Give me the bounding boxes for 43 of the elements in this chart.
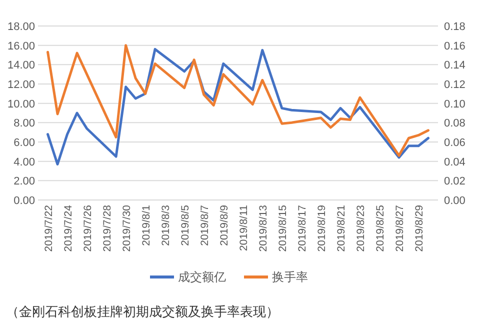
- x-tick-label: 2019/8/19: [316, 204, 328, 252]
- x-tick-label: 2019/7/28: [101, 204, 114, 252]
- y-tick-label: 10.00: [7, 98, 35, 110]
- x-tick-label: 2019/8/25: [374, 204, 386, 252]
- y-tick-label: 16.00: [7, 40, 35, 52]
- y2-tick-label: 0.14: [444, 60, 466, 72]
- x-tick-label: 2019/8/23: [354, 204, 367, 252]
- legend-label: 换手率: [272, 270, 308, 284]
- x-tick-label: 2019/8/11: [238, 204, 250, 251]
- y2-tick-label: 0.06: [444, 137, 466, 149]
- x-tick-label: 2019/8/29: [413, 204, 426, 252]
- x-tick-label: 2019/8/15: [276, 204, 289, 252]
- y2-tick-label: 0.10: [444, 98, 466, 110]
- x-tick-label: 2019/7/26: [82, 204, 94, 252]
- y-tick-label: 14.00: [7, 60, 35, 72]
- y2-tick-label: 0.04: [444, 156, 466, 168]
- x-tick-label: 2019/8/7: [198, 204, 211, 246]
- y-tick-label: 18.00: [7, 21, 35, 33]
- x-tick-label: 2019/8/13: [257, 204, 270, 252]
- x-tick-label: 2019/7/22: [42, 204, 55, 252]
- x-tick-label: 2019/8/27: [394, 204, 406, 252]
- y-tick-label: 8.00: [14, 118, 35, 130]
- y-tick-label: 0.00: [14, 195, 35, 207]
- x-tick-label: 2019/8/17: [296, 204, 308, 252]
- y-tick-label: 4.00: [14, 156, 35, 168]
- x-tick-label: 2019/8/5: [179, 204, 192, 246]
- y-tick-label: 6.00: [14, 137, 35, 149]
- x-tick-label: 2019/8/21: [335, 204, 348, 252]
- y2-tick-label: 0.02: [444, 176, 466, 188]
- y-tick-label: 2.00: [14, 176, 35, 188]
- x-tick-label: 2019/8/1: [140, 204, 152, 246]
- x-tick-label: 2019/7/30: [120, 204, 133, 252]
- y2-tick-label: 0.16: [444, 40, 466, 52]
- y2-tick-label: 0.08: [444, 118, 466, 130]
- y2-tick-label: 0.18: [444, 21, 466, 33]
- x-tick-label: 2019/8/9: [218, 204, 230, 246]
- y2-tick-label: 0.00: [444, 195, 466, 207]
- text: （金刚石科创板挂牌初期成交额及换手率表现）: [6, 304, 279, 319]
- y2-tick-label: 0.12: [444, 79, 466, 91]
- legend-label: 成交额亿: [178, 270, 226, 284]
- y-tick-label: 12.00: [7, 79, 35, 91]
- x-tick-label: 2019/7/24: [62, 204, 74, 252]
- x-tick-label: 2019/8/3: [160, 204, 172, 246]
